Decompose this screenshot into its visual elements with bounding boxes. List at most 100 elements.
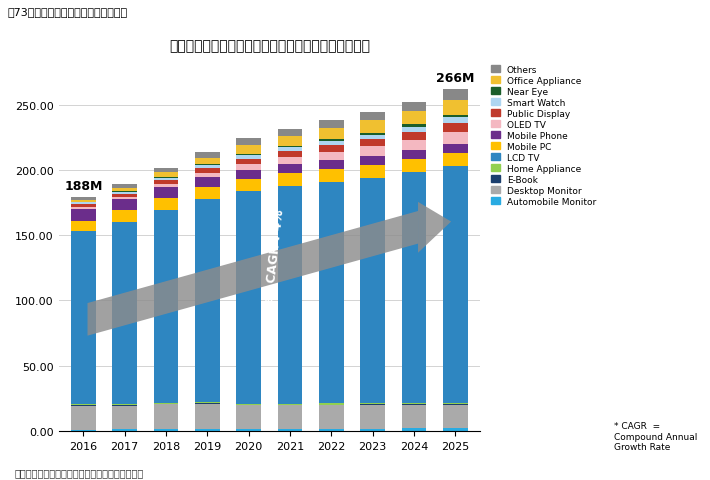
- Bar: [360, 404, 385, 405]
- Bar: [360, 133, 385, 135]
- Bar: [153, 403, 178, 404]
- Bar: [443, 154, 468, 167]
- Bar: [195, 188, 219, 200]
- Bar: [278, 158, 302, 164]
- Bar: [402, 160, 426, 173]
- Bar: [236, 156, 261, 159]
- Bar: [153, 198, 178, 210]
- Bar: [402, 128, 426, 132]
- Bar: [153, 178, 178, 181]
- Bar: [153, 188, 178, 198]
- Bar: [112, 222, 137, 404]
- Bar: [195, 429, 219, 431]
- Bar: [71, 203, 96, 205]
- Bar: [319, 405, 344, 429]
- Bar: [236, 404, 261, 405]
- Bar: [443, 118, 468, 124]
- Bar: [443, 90, 468, 100]
- Text: * CAGR  =
Compound Annual
Growth Rate: * CAGR = Compound Annual Growth Rate: [614, 421, 697, 451]
- Bar: [360, 147, 385, 156]
- Bar: [443, 403, 468, 404]
- Bar: [360, 429, 385, 431]
- Bar: [112, 404, 137, 405]
- Bar: [112, 197, 137, 200]
- Bar: [360, 179, 385, 404]
- Bar: [360, 113, 385, 121]
- Bar: [443, 167, 468, 403]
- Bar: [236, 165, 261, 170]
- Bar: [278, 186, 302, 404]
- Bar: [71, 207, 96, 209]
- Text: 图73：全球新型显示面板需求面积预测: 图73：全球新型显示面板需求面积预测: [7, 7, 127, 17]
- Bar: [112, 185, 137, 189]
- Bar: [153, 429, 178, 431]
- Bar: [402, 403, 426, 405]
- Bar: [278, 130, 302, 137]
- Bar: [153, 404, 178, 405]
- Bar: [236, 159, 261, 165]
- Bar: [71, 198, 96, 201]
- Bar: [236, 192, 261, 404]
- Bar: [71, 209, 96, 221]
- Bar: [112, 430, 137, 431]
- Bar: [360, 121, 385, 133]
- Bar: [402, 132, 426, 141]
- Bar: [195, 403, 219, 404]
- Title: 全球新型显示面板需求面积预测（单位：百万平方米）: 全球新型显示面板需求面积预测（单位：百万平方米）: [169, 39, 370, 53]
- Bar: [402, 429, 426, 431]
- Bar: [360, 405, 385, 429]
- Bar: [153, 181, 178, 185]
- Bar: [319, 140, 344, 142]
- Bar: [153, 185, 178, 188]
- Bar: [443, 144, 468, 154]
- Text: 266M: 266M: [436, 72, 474, 85]
- Bar: [236, 139, 261, 146]
- Bar: [278, 147, 302, 148]
- Polygon shape: [87, 212, 418, 336]
- Text: 资料来源：清溢光电招股说明书，天风证券研究所: 资料来源：清溢光电招股说明书，天风证券研究所: [14, 468, 143, 478]
- Bar: [278, 173, 302, 186]
- Bar: [319, 146, 344, 153]
- Bar: [278, 404, 302, 405]
- Bar: [402, 102, 426, 111]
- Bar: [71, 231, 96, 405]
- Legend: Others, Office Appliance, Near Eye, Smart Watch, Public Display, OLED TV, Mobile: Others, Office Appliance, Near Eye, Smar…: [488, 64, 598, 208]
- Bar: [360, 135, 385, 140]
- Bar: [71, 205, 96, 207]
- Bar: [112, 211, 137, 222]
- Bar: [195, 165, 219, 166]
- Bar: [360, 156, 385, 165]
- Bar: [236, 146, 261, 154]
- Bar: [319, 160, 344, 169]
- Bar: [402, 141, 426, 151]
- Text: Area CAGR : 4%: Area CAGR : 4%: [261, 209, 286, 320]
- Bar: [195, 166, 219, 169]
- Bar: [402, 151, 426, 160]
- Bar: [319, 129, 344, 140]
- Bar: [278, 405, 302, 406]
- Bar: [236, 429, 261, 431]
- Bar: [71, 405, 96, 406]
- Bar: [319, 429, 344, 431]
- Bar: [236, 154, 261, 156]
- Bar: [236, 405, 261, 406]
- Bar: [443, 132, 468, 144]
- Bar: [319, 169, 344, 182]
- Bar: [360, 165, 385, 179]
- Bar: [236, 180, 261, 192]
- Bar: [71, 201, 96, 203]
- Bar: [443, 115, 468, 118]
- Bar: [319, 182, 344, 404]
- Bar: [112, 200, 137, 211]
- Bar: [195, 174, 219, 178]
- Bar: [195, 153, 219, 158]
- Polygon shape: [418, 203, 451, 253]
- Bar: [443, 428, 468, 431]
- Bar: [402, 405, 426, 429]
- Bar: [278, 429, 302, 431]
- Bar: [195, 158, 219, 165]
- Bar: [195, 200, 219, 403]
- Bar: [443, 100, 468, 115]
- Bar: [278, 164, 302, 173]
- Bar: [443, 124, 468, 132]
